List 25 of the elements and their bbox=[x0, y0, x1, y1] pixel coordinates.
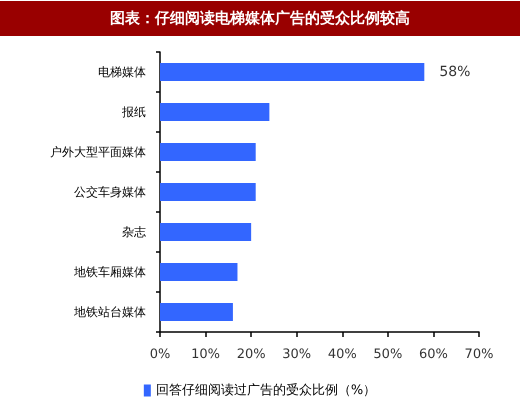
x-tick-label: 30% bbox=[282, 347, 312, 362]
y-tick-label: 电梯媒体 bbox=[98, 65, 146, 79]
x-tick-label: 40% bbox=[328, 347, 357, 362]
bar bbox=[160, 63, 424, 81]
bar bbox=[160, 143, 256, 161]
x-tick-label: 0% bbox=[150, 347, 170, 362]
x-tick-label: 10% bbox=[191, 347, 220, 362]
bar bbox=[160, 103, 270, 121]
y-tick-label: 地铁车厢媒体 bbox=[73, 265, 146, 279]
bar bbox=[160, 183, 256, 201]
y-tick-label: 地铁站台媒体 bbox=[73, 305, 146, 319]
data-label: 58% bbox=[439, 64, 470, 80]
bar bbox=[160, 263, 238, 281]
bar bbox=[160, 223, 252, 241]
bar bbox=[160, 303, 233, 321]
chart-title: 图表：仔细阅读电梯媒体广告的受众比例较高 bbox=[0, 1, 520, 36]
y-tick-label: 杂志 bbox=[122, 225, 146, 239]
legend-label: 回答仔细阅读过广告的受众比例（%） bbox=[156, 383, 376, 398]
x-tick-label: 60% bbox=[418, 347, 448, 362]
y-tick-label: 报纸 bbox=[121, 105, 146, 119]
y-tick-label: 公交车身媒体 bbox=[74, 185, 146, 199]
x-tick-label: 20% bbox=[236, 347, 266, 362]
y-tick-label: 户外大型平面媒体 bbox=[50, 145, 146, 159]
x-tick-label: 70% bbox=[464, 347, 494, 362]
x-tick-label: 50% bbox=[373, 347, 402, 362]
